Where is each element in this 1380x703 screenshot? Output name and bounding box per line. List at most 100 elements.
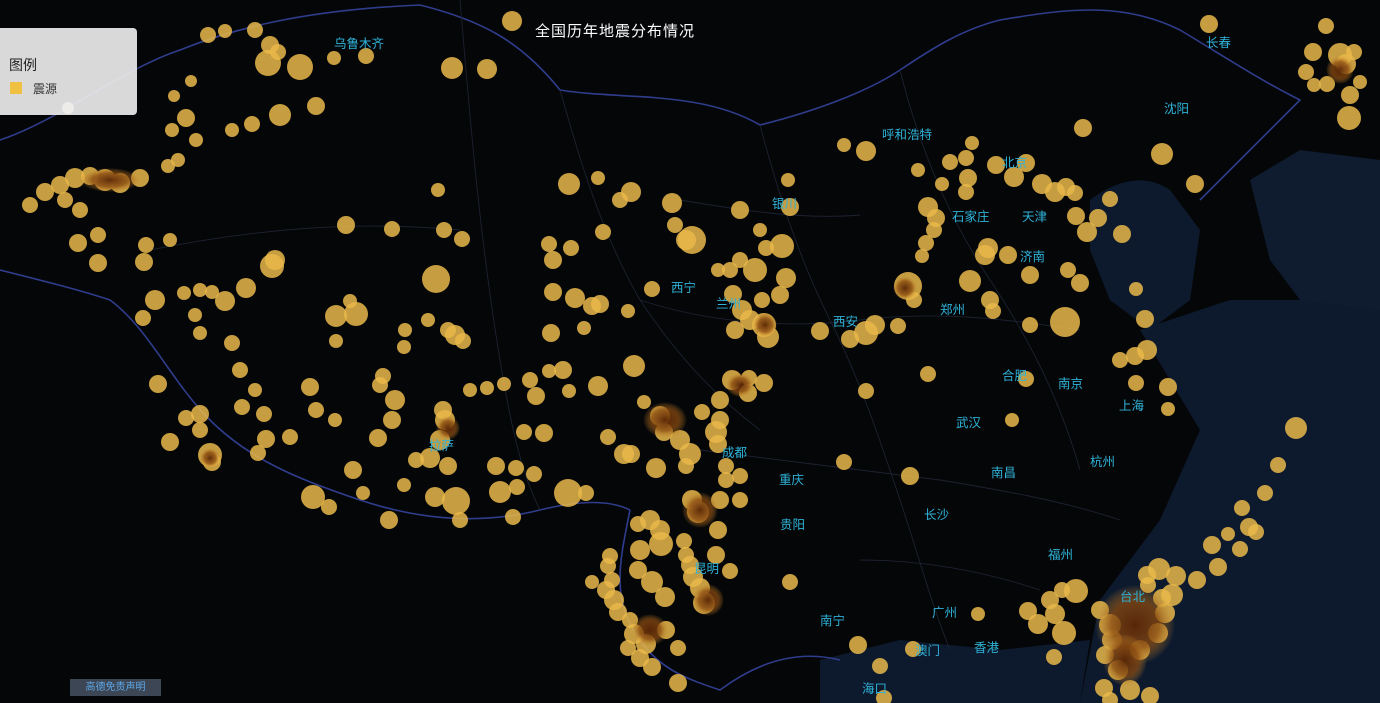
quake-point	[591, 295, 609, 313]
quake-point	[522, 372, 538, 388]
quake-point	[192, 422, 208, 438]
quake-point	[595, 224, 611, 240]
quake-point	[225, 123, 239, 137]
quake-point	[782, 574, 798, 590]
quake-point	[218, 24, 232, 38]
quake-point	[270, 44, 286, 60]
quake-point	[1248, 524, 1264, 540]
city-label: 南京	[1058, 376, 1083, 391]
quake-point	[369, 429, 387, 447]
quake-point	[1050, 307, 1080, 337]
quake-point	[422, 265, 450, 293]
quake-point	[758, 240, 774, 256]
quake-point	[436, 222, 452, 238]
quake-point	[256, 406, 272, 422]
earthquake-points	[22, 11, 1367, 703]
quake-point	[890, 318, 906, 334]
quake-point	[667, 217, 683, 233]
quake-point	[200, 27, 216, 43]
quake-point	[678, 458, 694, 474]
quake-point	[588, 376, 608, 396]
quake-point	[1341, 86, 1359, 104]
quake-point	[811, 322, 829, 340]
quake-point	[965, 136, 979, 150]
quake-point	[915, 249, 929, 263]
quake-point	[215, 291, 235, 311]
quake-point	[337, 216, 355, 234]
quake-point	[356, 486, 370, 500]
quake-point	[1018, 371, 1034, 387]
city-label: 成都	[722, 446, 748, 460]
quake-point	[1270, 457, 1286, 473]
quake-point	[641, 571, 663, 593]
quake-point	[22, 197, 38, 213]
quake-point	[1045, 604, 1065, 624]
quake-point	[1046, 649, 1062, 665]
quake-point	[1137, 340, 1157, 360]
quake-point	[1004, 167, 1024, 187]
quake-point	[985, 303, 1001, 319]
quake-point	[542, 364, 556, 378]
quake-point	[234, 399, 250, 415]
quake-point	[89, 254, 107, 272]
quake-point	[441, 57, 463, 79]
city-label: 兰州	[716, 297, 741, 311]
quake-point	[724, 285, 742, 303]
quake-point	[301, 378, 319, 396]
quake-point	[1052, 621, 1076, 645]
quake-point	[244, 116, 260, 132]
quake-point	[578, 485, 594, 501]
city-labels: 乌鲁木齐 长春 沈阳 呼和浩特 北京 银川 石家庄 天津 济南 西宁 兰州 郑州…	[334, 36, 1232, 696]
quake-point	[372, 377, 388, 393]
legend-swatch[interactable]	[10, 82, 22, 94]
quake-point	[1112, 352, 1128, 368]
quake-point	[307, 97, 325, 115]
quake-point	[1285, 417, 1307, 439]
quake-point	[577, 321, 591, 335]
quake-point	[732, 252, 748, 268]
legend-label[interactable]: 震源	[33, 82, 58, 96]
quake-point	[622, 445, 640, 463]
city-label: 沈阳	[1164, 101, 1189, 116]
quake-point	[563, 240, 579, 256]
city-label: 北京	[1002, 156, 1027, 170]
quake-point	[629, 561, 647, 579]
quake-point	[1318, 18, 1334, 34]
quake-point	[731, 201, 749, 219]
quake-point	[257, 430, 275, 448]
quake-point	[565, 288, 585, 308]
quake-point	[232, 362, 248, 378]
quake-point	[926, 222, 942, 238]
quake-point	[856, 141, 876, 161]
quake-point	[1017, 154, 1035, 172]
quake-point	[876, 690, 892, 703]
quake-point	[920, 366, 936, 382]
quake-point	[620, 640, 636, 656]
quake-point	[163, 233, 177, 247]
quake-point	[439, 457, 457, 475]
quake-point	[165, 123, 179, 137]
quake-point	[308, 402, 324, 418]
quake-point	[676, 533, 692, 549]
quake-point	[421, 313, 435, 327]
quake-point	[380, 511, 398, 529]
quake-point	[670, 640, 686, 656]
quake-point	[975, 245, 995, 265]
quake-point	[711, 263, 725, 277]
quake-point	[455, 333, 471, 349]
city-label: 贵阳	[780, 518, 805, 532]
quake-point	[1074, 119, 1092, 137]
quake-point	[771, 286, 789, 304]
quake-point	[358, 48, 374, 64]
quake-point	[1221, 527, 1235, 541]
quake-point	[384, 221, 400, 237]
quake-point	[600, 558, 616, 574]
quake-point	[1353, 75, 1367, 89]
disclaimer-link[interactable]: 高德免责声明	[70, 679, 161, 696]
quake-point	[872, 658, 888, 674]
quake-point	[489, 481, 511, 503]
city-label: 石家庄	[952, 209, 990, 224]
quake-point	[971, 607, 985, 621]
quake-point	[646, 458, 666, 478]
